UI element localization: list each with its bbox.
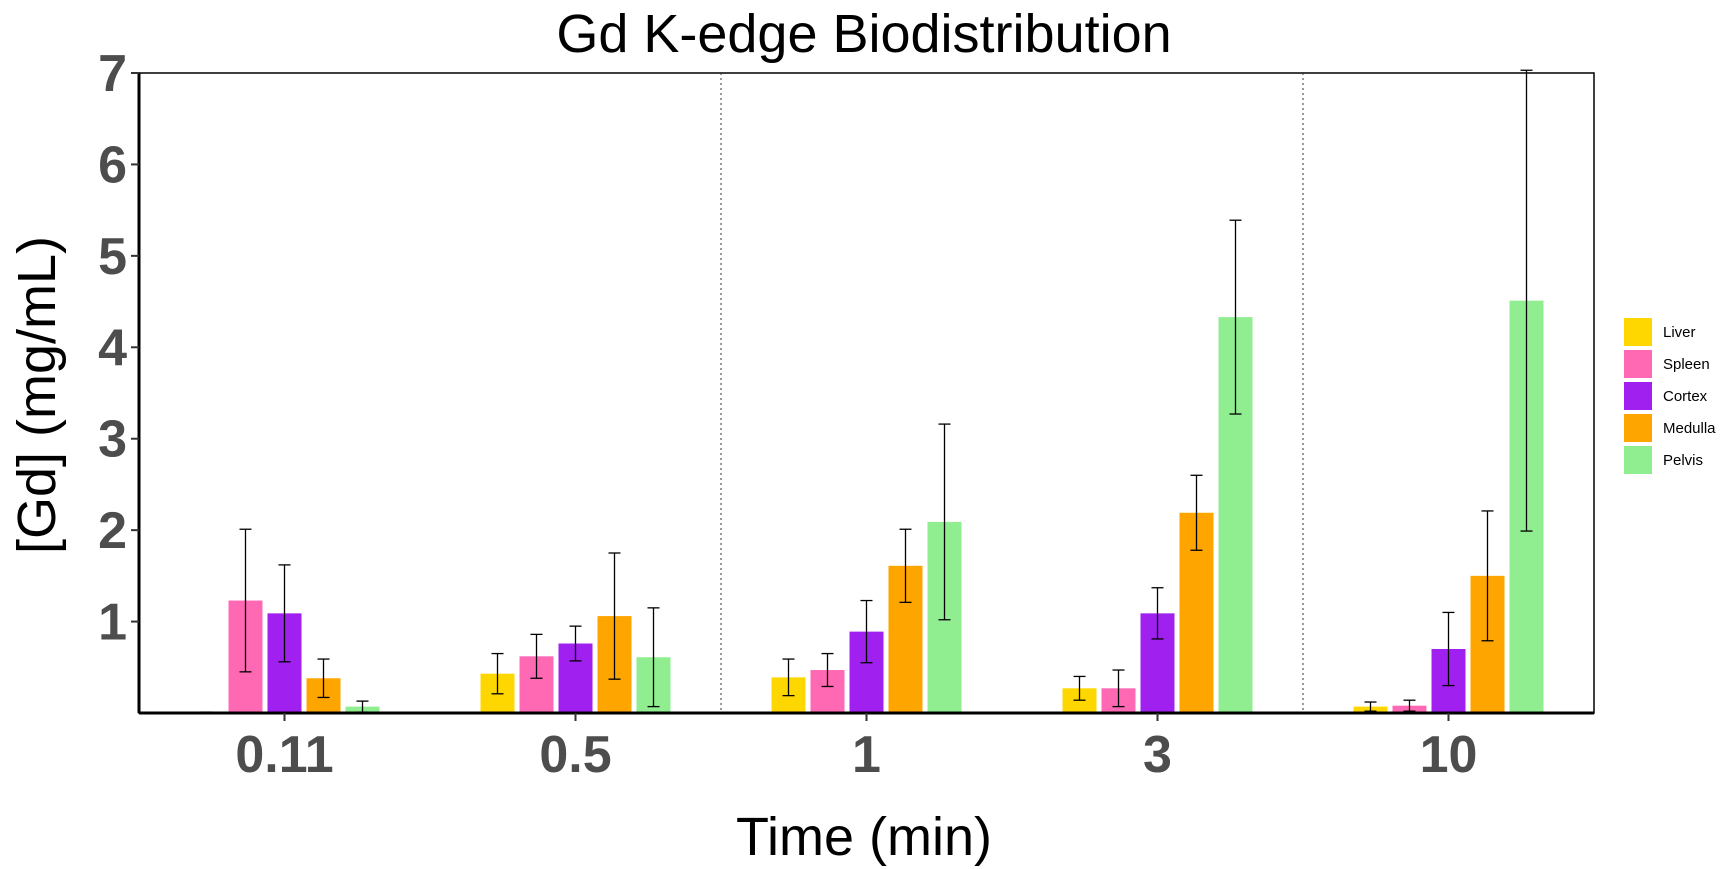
error-bar-medulla-0 [317,658,330,699]
x-tick-label-4: 10 [1420,726,1478,784]
legend-swatch-cortex [1624,382,1652,410]
legend-swatch-pelvis [1624,446,1652,474]
legend-item-spleen: Spleen [1624,350,1710,378]
error-bar-spleen-0 [239,528,252,673]
legend-label-spleen: Spleen [1663,356,1710,373]
error-bar-liver-2 [782,658,795,697]
legend-item-medulla: Medulla [1624,414,1716,442]
error-bar-spleen-4 [1403,699,1416,712]
legend-item-pelvis: Pelvis [1624,446,1703,474]
error-bar-medulla-3 [1190,474,1203,551]
error-bar-medulla-4 [1481,510,1494,642]
error-bar-medulla-1 [608,552,621,680]
y-tick-label-5: 5 [98,228,127,286]
error-bar-cortex-4 [1442,611,1455,687]
legend: Liver Spleen Cortex Medulla Pelvis [1624,318,1716,474]
x-tick-label-0: 0.11 [235,726,333,784]
y-axis-label: [Gd] (mg/mL) [7,236,67,554]
x-tick-label-3: 3 [1143,726,1172,784]
error-bar-spleen-2 [821,652,834,688]
y-tick-label-2: 2 [98,502,127,560]
error-bar-cortex-2 [860,599,873,664]
error-bar-liver-1 [491,652,504,695]
legend-swatch-spleen [1624,350,1652,378]
error-bar-pelvis-1 [647,607,660,708]
legend-label-liver: Liver [1663,324,1696,341]
legend-item-cortex: Cortex [1624,382,1708,410]
legend-swatch-medulla [1624,414,1652,442]
error-bar-liver-4 [1364,701,1377,712]
error-bar-liver-3 [1073,675,1086,701]
error-bar-pelvis-3 [1229,219,1242,415]
chart-title: Gd K-edge Biodistribution [556,4,1171,64]
error-bar-cortex-3 [1151,587,1164,640]
plot-area: 1 2 3 4 5 6 7 0.11 0.5 1 3 10 [98,45,1595,784]
x-tick-label-2: 1 [852,726,881,784]
y-tick-label-1: 1 [98,594,127,652]
legend-swatch-liver [1624,318,1652,346]
error-bar-cortex-0 [278,564,291,663]
y-tick-label-3: 3 [98,411,127,469]
error-bar-spleen-1 [530,633,543,679]
legend-label-pelvis: Pelvis [1663,452,1703,469]
legend-label-medulla: Medulla [1663,420,1716,437]
y-tick-label-7: 7 [98,45,127,103]
y-tick-label-6: 6 [98,136,127,194]
error-bar-pelvis-2 [938,423,951,621]
error-bar-pelvis-4 [1520,69,1533,532]
legend-item-liver: Liver [1624,318,1696,346]
x-axis-label: Time (min) [736,807,992,867]
error-bar-cortex-1 [569,625,582,662]
error-bar-medulla-2 [899,528,912,604]
x-tick-label-1: 0.5 [539,726,611,784]
legend-label-cortex: Cortex [1663,388,1708,405]
error-bar-spleen-3 [1112,669,1125,708]
y-tick-label-4: 4 [98,319,127,377]
